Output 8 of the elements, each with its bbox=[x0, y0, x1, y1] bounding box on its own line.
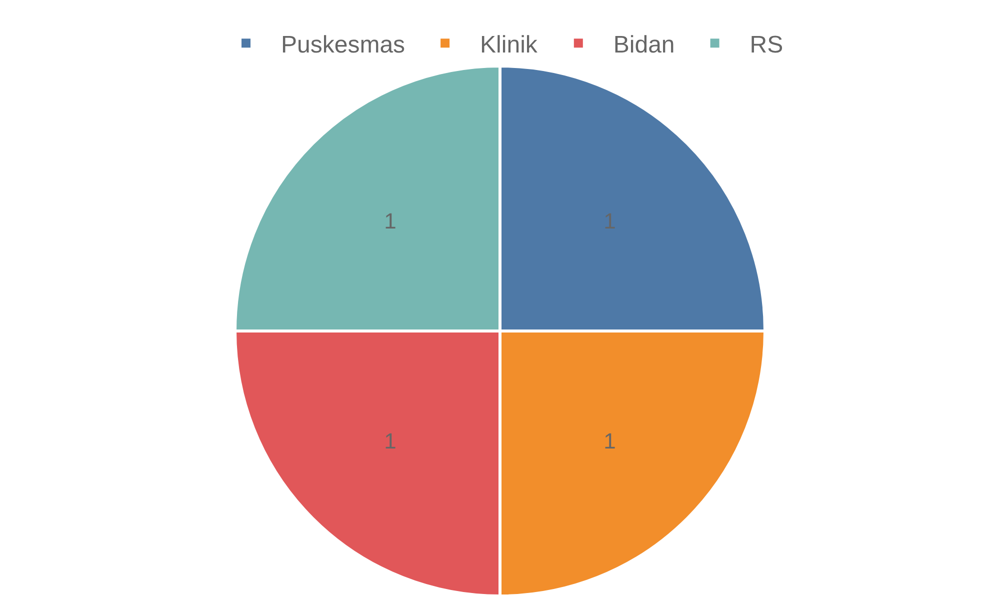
data-label: 1 bbox=[384, 208, 396, 234]
legend-label: Klinik bbox=[480, 31, 538, 58]
data-label: 1 bbox=[604, 428, 616, 454]
data-label: 1 bbox=[384, 428, 396, 454]
data-label: 1 bbox=[604, 208, 616, 234]
legend-label: Bidan bbox=[613, 31, 675, 58]
legend-label: RS bbox=[750, 31, 784, 58]
legend-label: Puskesmas bbox=[281, 31, 406, 58]
